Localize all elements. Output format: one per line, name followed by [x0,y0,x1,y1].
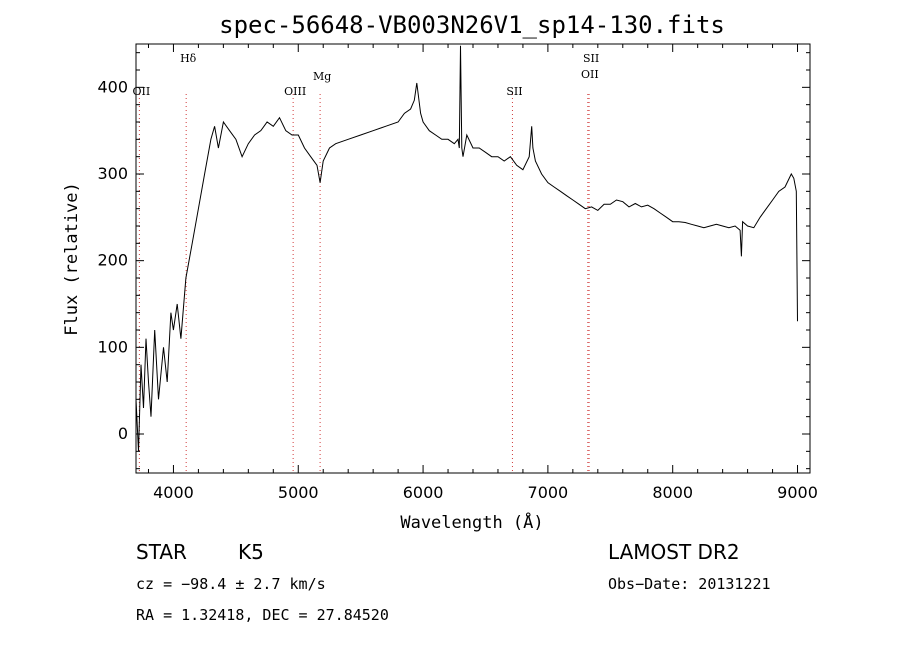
emission-line-label: OII [581,68,599,81]
y-tick-label: 0 [118,424,128,443]
emission-line-markers: OII Hδ OIII Mg SII OII SII [133,52,599,473]
x-tick-label: 9000 [777,483,818,502]
y-tick-label: 200 [97,251,128,270]
y-tick-label: 100 [97,337,128,356]
emission-line-label: OII [133,85,151,98]
emission-line-label: Mg [313,70,331,83]
redshift-readout: cz = −98.4 ± 2.7 km/s [136,575,326,593]
coordinates-readout: RA = 1.32418, DEC = 27.84520 [136,606,389,624]
emission-line-label: Hδ [180,52,197,65]
chart-title: spec-56648-VB003N26V1_sp14-130.fits [219,11,725,39]
y-tick-label: 400 [97,77,128,96]
plot-frame [135,43,811,474]
emission-line-label: SII [583,52,599,65]
x-tick-label: 6000 [403,483,444,502]
spectrum-line [135,45,798,452]
observation-date: Obs−Date: 20131221 [608,575,771,593]
object-class: STAR [136,540,187,564]
emission-line-label: SII [506,85,522,98]
y-axis-label: Flux (relative) [62,182,82,336]
x-tick-label: 4000 [153,483,194,502]
x-tick-label: 8000 [652,483,693,502]
emission-line-label: OIII [284,85,306,98]
y-tick-label: 300 [97,164,128,183]
object-subclass: K5 [238,540,264,564]
y-axis-ticks: 0 100 200 300 400 [97,52,810,470]
x-axis-ticks: 4000 5000 6000 7000 8000 9000 [147,44,818,502]
x-axis-label: Wavelength (Å) [400,511,543,533]
survey-name: LAMOST DR2 [608,540,740,564]
x-tick-label: 5000 [278,483,319,502]
x-tick-label: 7000 [528,483,569,502]
